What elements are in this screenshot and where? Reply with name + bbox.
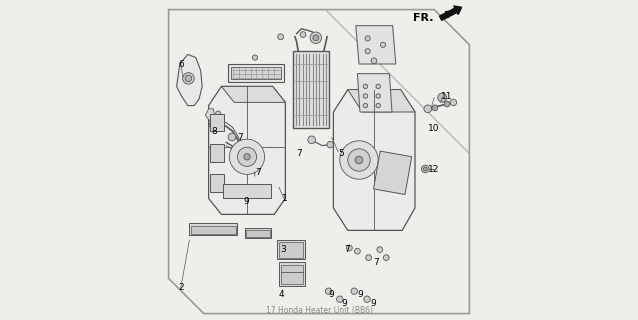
Circle shape — [278, 34, 283, 40]
Circle shape — [230, 139, 265, 174]
Circle shape — [422, 165, 429, 173]
Circle shape — [351, 288, 357, 294]
Circle shape — [444, 101, 450, 107]
Text: 5: 5 — [338, 149, 344, 158]
Bar — [373, 151, 412, 195]
Text: 7: 7 — [255, 168, 261, 177]
Circle shape — [363, 84, 367, 89]
Text: 17 Honda Heater Unit (BB6): 17 Honda Heater Unit (BB6) — [265, 306, 373, 315]
Bar — [279, 242, 303, 258]
Circle shape — [364, 296, 370, 302]
Circle shape — [376, 94, 380, 98]
FancyArrow shape — [440, 6, 462, 20]
Text: 8: 8 — [212, 127, 218, 136]
Bar — [246, 230, 270, 237]
Text: 9: 9 — [370, 300, 376, 308]
Bar — [228, 64, 284, 82]
Bar — [209, 174, 224, 192]
Text: 7: 7 — [237, 133, 243, 142]
Circle shape — [363, 103, 367, 108]
Circle shape — [363, 94, 367, 98]
Text: 1: 1 — [282, 194, 288, 203]
Circle shape — [424, 167, 427, 171]
Circle shape — [244, 147, 250, 154]
Polygon shape — [209, 86, 285, 214]
Circle shape — [313, 35, 318, 41]
Polygon shape — [348, 90, 415, 112]
Text: 7: 7 — [373, 258, 379, 267]
Circle shape — [308, 136, 315, 144]
Text: 9: 9 — [244, 197, 249, 206]
Circle shape — [383, 255, 389, 260]
Polygon shape — [177, 54, 202, 106]
Circle shape — [371, 58, 377, 64]
Bar — [279, 262, 304, 286]
Circle shape — [376, 103, 380, 108]
Circle shape — [325, 288, 332, 294]
Circle shape — [355, 156, 363, 164]
Circle shape — [251, 162, 256, 167]
Text: 11: 11 — [441, 92, 452, 100]
Bar — [191, 226, 236, 234]
Circle shape — [365, 36, 370, 41]
Circle shape — [355, 248, 360, 254]
Circle shape — [337, 296, 343, 302]
Bar — [209, 114, 224, 131]
Circle shape — [450, 99, 457, 106]
Text: 2: 2 — [178, 284, 184, 292]
Polygon shape — [334, 90, 415, 230]
Circle shape — [366, 255, 371, 260]
Circle shape — [253, 55, 258, 60]
Bar — [293, 51, 329, 128]
Circle shape — [346, 245, 352, 251]
Text: 10: 10 — [428, 124, 440, 132]
Text: 4: 4 — [279, 290, 285, 299]
Text: FR.: FR. — [413, 12, 433, 23]
Circle shape — [216, 111, 221, 116]
Text: 9: 9 — [357, 290, 363, 299]
Polygon shape — [168, 10, 470, 314]
Circle shape — [310, 32, 322, 44]
Circle shape — [300, 32, 306, 37]
Circle shape — [185, 75, 191, 82]
Circle shape — [380, 42, 385, 47]
Text: 7: 7 — [297, 149, 302, 158]
Text: 12: 12 — [428, 165, 439, 174]
Bar — [246, 228, 271, 238]
Circle shape — [438, 93, 447, 102]
Circle shape — [219, 117, 224, 123]
Circle shape — [237, 147, 256, 166]
Circle shape — [209, 122, 214, 127]
Bar — [189, 223, 237, 235]
Circle shape — [244, 154, 250, 160]
Circle shape — [377, 247, 383, 252]
Circle shape — [348, 149, 370, 171]
Text: 9: 9 — [329, 290, 334, 299]
Text: 7: 7 — [345, 245, 350, 254]
Polygon shape — [357, 74, 392, 112]
Circle shape — [228, 133, 236, 141]
Circle shape — [376, 84, 380, 89]
Polygon shape — [356, 26, 396, 64]
Polygon shape — [221, 86, 285, 102]
Circle shape — [432, 105, 438, 111]
Circle shape — [327, 141, 334, 148]
Bar — [223, 184, 271, 198]
Text: 6: 6 — [178, 60, 184, 68]
Circle shape — [340, 141, 378, 179]
Bar — [278, 240, 304, 259]
Circle shape — [424, 105, 432, 113]
Circle shape — [365, 49, 370, 54]
Bar — [209, 144, 224, 162]
Text: 9: 9 — [341, 300, 347, 308]
Circle shape — [182, 73, 194, 84]
Text: 3: 3 — [281, 245, 286, 254]
Bar — [231, 67, 281, 79]
Polygon shape — [205, 109, 215, 122]
Bar — [281, 265, 303, 284]
